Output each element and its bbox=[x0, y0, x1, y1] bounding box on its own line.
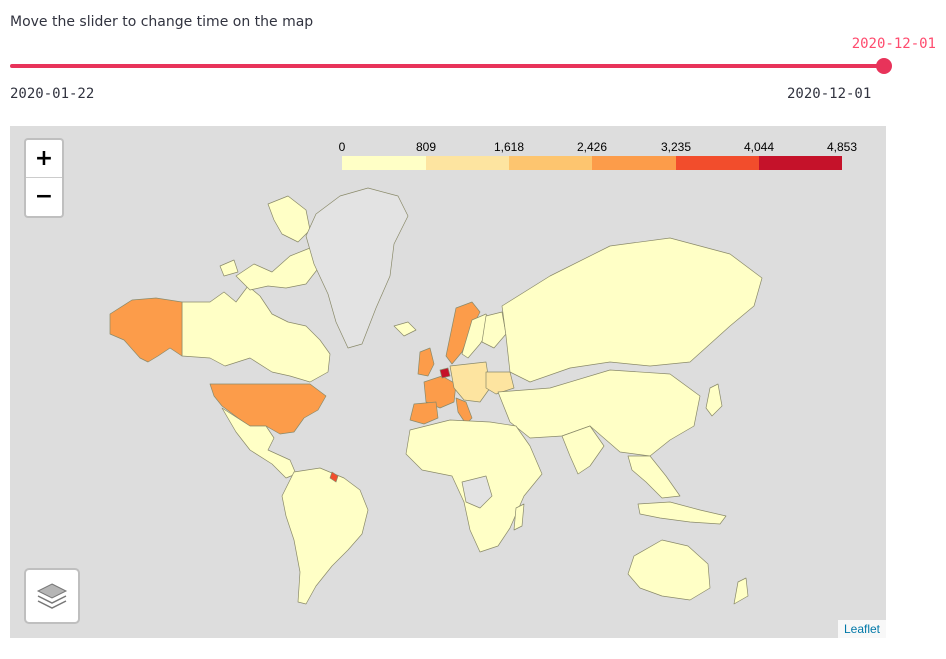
slider-track[interactable] bbox=[10, 64, 884, 68]
legend-swatch bbox=[759, 156, 842, 170]
country-russia bbox=[501, 237, 763, 383]
country-japan bbox=[705, 383, 723, 417]
country-southeast-asia bbox=[627, 455, 681, 499]
country-greenland bbox=[305, 187, 409, 349]
country-south-america bbox=[281, 467, 369, 605]
country-alaska bbox=[109, 297, 183, 363]
country-spain bbox=[409, 401, 439, 425]
country-central-europe bbox=[449, 361, 491, 403]
legend-swatch bbox=[676, 156, 759, 170]
country-canada-islands bbox=[219, 195, 321, 291]
country-india bbox=[561, 425, 605, 475]
legend-tick: 1,618 bbox=[493, 140, 525, 154]
layers-control-button[interactable] bbox=[24, 568, 80, 624]
legend-tick: 4,044 bbox=[743, 140, 775, 154]
slider-max-label: 2020-12-01 bbox=[787, 86, 872, 102]
legend-swatch bbox=[509, 156, 592, 170]
leaflet-link[interactable]: Leaflet bbox=[843, 622, 880, 636]
country-new-zealand bbox=[733, 577, 749, 605]
legend-tick: 4,853 bbox=[826, 140, 858, 154]
legend-swatch bbox=[426, 156, 509, 170]
country-ukraine bbox=[485, 371, 515, 395]
legend-tick: 0 bbox=[338, 140, 346, 154]
zoom-in-button[interactable]: + bbox=[26, 140, 62, 178]
country-indonesia bbox=[637, 501, 727, 525]
legend-swatch bbox=[342, 156, 426, 170]
slider-instruction: Move the slider to change time on the ma… bbox=[10, 14, 314, 30]
country-madagascar bbox=[513, 503, 525, 531]
slider-min-label: 2020-01-22 bbox=[10, 86, 95, 102]
country-uk bbox=[417, 347, 435, 377]
color-legend: 0 809 1,618 2,426 3,235 4,044 4,853 bbox=[338, 140, 857, 174]
choropleth-layer[interactable] bbox=[10, 126, 886, 638]
zoom-out-button[interactable]: − bbox=[34, 184, 54, 209]
slider-current-value: 2020-12-01 bbox=[851, 36, 936, 52]
country-australia bbox=[627, 539, 711, 601]
legend-tick: 3,235 bbox=[660, 140, 692, 154]
layers-icon bbox=[36, 583, 68, 609]
country-iceland bbox=[393, 321, 417, 337]
slider-thumb[interactable] bbox=[876, 58, 892, 74]
legend-tick: 809 bbox=[415, 140, 437, 154]
country-french-guiana bbox=[329, 471, 339, 483]
legend-tick: 2,426 bbox=[576, 140, 608, 154]
date-slider[interactable]: 2020-12-01 2020-01-22 2020-12-01 bbox=[10, 36, 936, 106]
country-finland bbox=[481, 311, 507, 349]
country-belgium bbox=[439, 367, 451, 379]
country-drc bbox=[461, 475, 493, 509]
country-mexico bbox=[221, 407, 297, 479]
legend-swatch bbox=[592, 156, 676, 170]
country-canada bbox=[181, 285, 331, 383]
world-map[interactable]: 0 809 1,618 2,426 3,235 4,044 4,853 + − … bbox=[10, 126, 886, 638]
map-attribution: Leaflet bbox=[837, 620, 886, 638]
country-middle-east-asia bbox=[497, 369, 701, 457]
zoom-control: + − bbox=[24, 138, 64, 218]
country-usa bbox=[209, 383, 327, 435]
